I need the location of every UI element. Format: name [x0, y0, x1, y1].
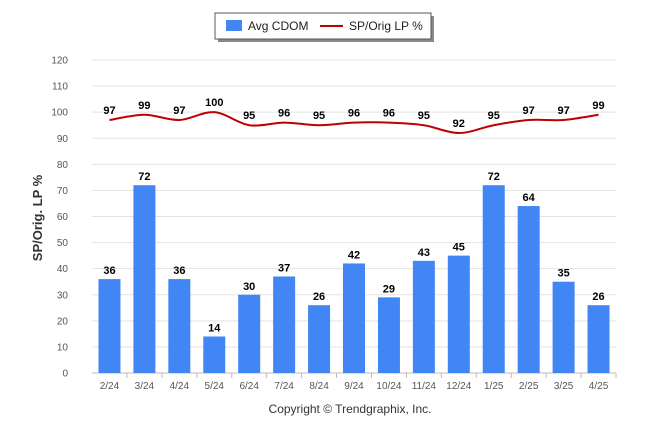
- line-value-label: 95: [313, 110, 325, 122]
- line-value-label: 95: [488, 110, 500, 122]
- bar: [517, 206, 540, 373]
- y-tick-label: 120: [51, 56, 68, 67]
- x-tick-label: 9/24: [344, 381, 364, 392]
- bar-value-label: 35: [557, 268, 569, 280]
- line-value-label: 96: [278, 108, 290, 120]
- bar: [377, 297, 400, 373]
- y-tick-label: 40: [57, 264, 69, 275]
- bar: [133, 185, 156, 373]
- x-tick-label: 5/24: [205, 381, 225, 392]
- bar-value-label: 43: [418, 247, 430, 259]
- series-line: [109, 111, 599, 135]
- copyright-credit: Copyright © Trendgraphix, Inc.: [269, 402, 432, 416]
- line-value-label: 92: [453, 118, 465, 130]
- bar-value-label: 26: [313, 291, 325, 303]
- x-tick-label: 8/24: [309, 381, 329, 392]
- bar-labels: 36 72 36 14 30 37 26 42 29 43 45 72 64 35 26: [103, 171, 604, 334]
- line-labels: 97 99 97 100 95 96 95 96 96 95 92 95 97 97 99: [103, 97, 604, 130]
- bar: [482, 185, 505, 373]
- line-value-label: 97: [557, 105, 569, 117]
- bar: [412, 260, 435, 373]
- bar: [238, 294, 261, 373]
- line-value-label: 97: [523, 105, 535, 117]
- x-tick-label: 4/25: [589, 381, 609, 392]
- bar: [308, 305, 331, 373]
- line-value-label: 97: [103, 105, 115, 117]
- bar-value-label: 72: [138, 171, 150, 183]
- legend-swatch-bar: [226, 20, 242, 31]
- y-axis-ticks: 0 10 20 30 40 50 60 70 80 90 100 110 120: [51, 56, 68, 380]
- legend: Avg CDOM SP/Orig LP %: [214, 12, 434, 42]
- x-tick-label: 12/24: [446, 381, 471, 392]
- x-tick-label: 1/25: [484, 381, 504, 392]
- line-value-label: 96: [383, 108, 395, 120]
- line-value-label: 95: [418, 110, 430, 122]
- line-value-label: 96: [348, 108, 360, 120]
- x-tick-label: 11/24: [412, 381, 437, 392]
- bar-value-label: 29: [383, 283, 395, 295]
- y-tick-label: 50: [57, 238, 69, 249]
- y-tick-label: 90: [57, 134, 69, 145]
- y-tick-label: 0: [62, 369, 68, 380]
- y-tick-label: 110: [52, 82, 68, 93]
- bar: [552, 281, 575, 373]
- x-tick-label: 10/24: [376, 381, 401, 392]
- bar: [273, 276, 296, 373]
- bar: [168, 279, 191, 373]
- bar-value-label: 36: [103, 265, 115, 277]
- line-value-label: 100: [205, 97, 223, 109]
- bars: [98, 185, 610, 373]
- y-tick-label: 20: [57, 316, 69, 327]
- x-tick-label: 2/25: [519, 381, 539, 392]
- x-axis-ticks: 2/24 3/24 4/24 5/24 6/24 7/24 8/24 9/24 10/24 11/…: [100, 373, 617, 392]
- bar: [447, 255, 470, 373]
- line-value-label: 99: [592, 100, 604, 112]
- bar: [343, 263, 365, 373]
- y-tick-label: 100: [51, 108, 68, 119]
- x-tick-label: 6/24: [239, 381, 259, 392]
- legend-label-bars: Avg CDOM: [248, 19, 308, 33]
- bar-value-label: 72: [488, 171, 500, 183]
- bar: [587, 305, 610, 373]
- bar: [98, 279, 121, 373]
- bar-value-label: 45: [453, 242, 465, 254]
- x-tick-label: 4/24: [170, 381, 190, 392]
- bar: [203, 336, 226, 373]
- x-tick-label: 3/25: [554, 381, 574, 392]
- y-tick-label: 70: [57, 186, 69, 197]
- x-tick-label: 3/24: [135, 381, 155, 392]
- y-axis-label: SP/Orig. LP %: [30, 174, 45, 261]
- bar-value-label: 36: [173, 265, 185, 277]
- y-tick-label: 10: [57, 342, 69, 353]
- bar-value-label: 37: [278, 262, 290, 274]
- bar-value-label: 14: [208, 322, 221, 334]
- y-tick-label: 80: [57, 160, 69, 171]
- bar-value-label: 42: [348, 249, 360, 261]
- y-tick-label: 30: [57, 290, 69, 301]
- legend-label-line: SP/Orig LP %: [349, 19, 423, 33]
- x-tick-label: 7/24: [274, 381, 294, 392]
- y-tick-label: 60: [57, 212, 69, 223]
- x-tick-label: 2/24: [100, 381, 120, 392]
- bar-value-label: 26: [592, 291, 604, 303]
- bar-value-label: 30: [243, 281, 255, 293]
- line-value-label: 99: [138, 100, 150, 112]
- bar-value-label: 64: [523, 192, 536, 204]
- line-value-label: 97: [173, 105, 185, 117]
- line-value-label: 95: [243, 110, 255, 122]
